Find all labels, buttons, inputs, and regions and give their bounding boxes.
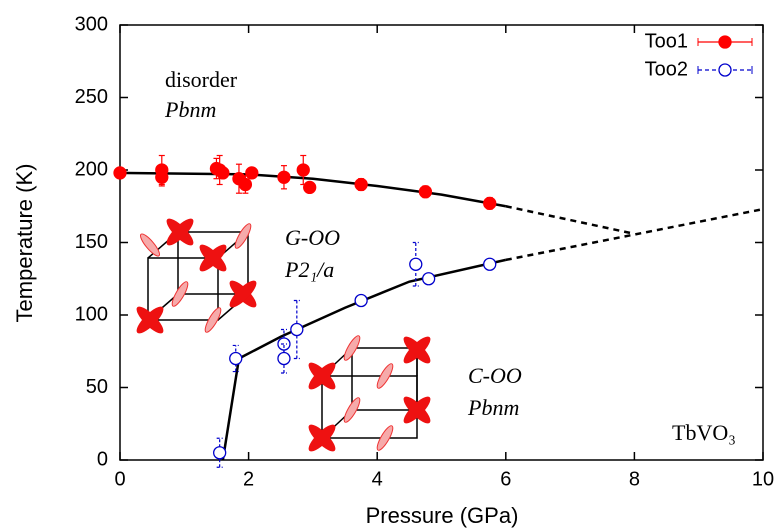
orbital-crosses — [136, 218, 431, 452]
data-point — [409, 257, 423, 271]
annotation: C-OO — [468, 363, 522, 388]
annotation: P2₁/a — [284, 257, 334, 282]
data-point — [354, 293, 368, 308]
y-tick-label: 200 — [75, 158, 108, 180]
data-point — [418, 185, 433, 199]
data-point — [155, 170, 169, 184]
x-tick-label: 10 — [752, 468, 774, 490]
annotation: Pbnm — [467, 395, 519, 420]
annotation: Pbnm — [164, 97, 216, 122]
x-tick-label: 0 — [114, 468, 125, 490]
data-point — [421, 272, 436, 286]
legend-label: Too2 — [645, 58, 688, 80]
x-tick-label: 6 — [500, 468, 511, 490]
data-point — [296, 163, 310, 177]
data-point — [113, 166, 127, 180]
y-tick-label: 100 — [75, 303, 108, 325]
x-axis-label: Pressure (GPa) — [366, 503, 519, 528]
legend-marker — [718, 35, 732, 49]
legend-marker — [718, 63, 732, 77]
x-tick-label: 4 — [372, 468, 383, 490]
y-tick-label: 300 — [75, 13, 108, 35]
phase-boundary — [505, 207, 764, 262]
phase-boundary — [221, 258, 507, 461]
data-point — [303, 180, 317, 195]
data-point — [213, 446, 227, 460]
annotation: G-OO — [285, 225, 340, 250]
data-point — [354, 177, 368, 192]
data-point — [229, 351, 243, 366]
x-tick-label: 2 — [243, 468, 254, 490]
phase-boundary — [505, 205, 635, 236]
data-point — [277, 170, 291, 184]
data-point — [245, 166, 259, 180]
annotation: TbVO₃ — [672, 420, 736, 445]
data-point — [290, 322, 304, 337]
data-point — [483, 257, 497, 271]
x-tick-label: 8 — [629, 468, 640, 490]
data-point — [483, 196, 497, 211]
y-tick-label: 250 — [75, 86, 108, 108]
y-tick-label: 50 — [86, 376, 108, 398]
y-tick-label: 0 — [97, 448, 108, 470]
orbital-icon — [321, 347, 418, 439]
y-tick-label: 150 — [75, 231, 108, 253]
legend-label: Too1 — [645, 30, 688, 52]
data-point — [238, 177, 253, 192]
data-point — [216, 166, 230, 180]
annotation: disorder — [165, 67, 238, 92]
orbital-lobes — [139, 223, 394, 451]
data-point — [277, 351, 291, 366]
y-axis-label: Temperature (K) — [12, 164, 37, 323]
